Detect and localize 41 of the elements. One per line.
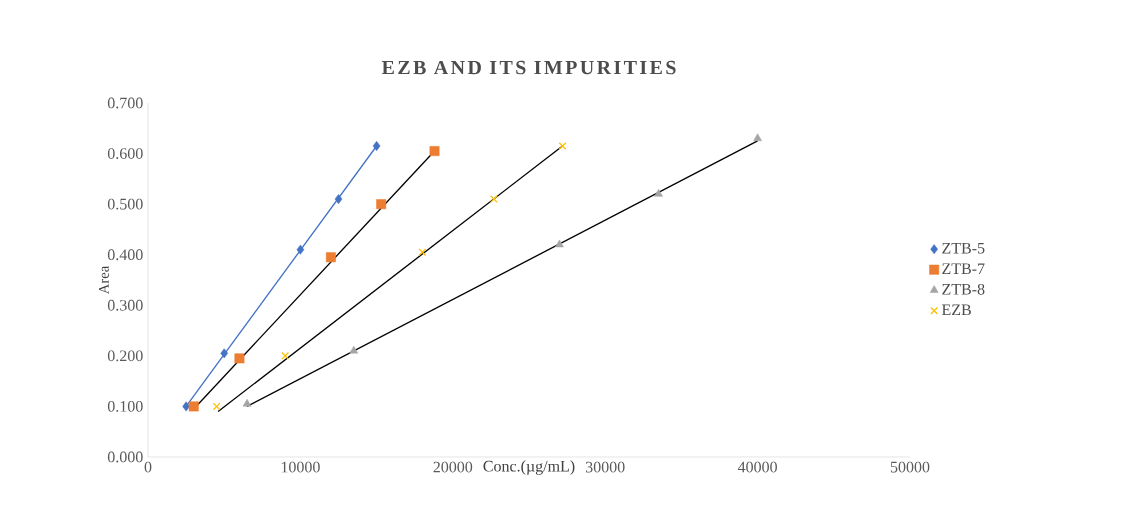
x-tick-label: 50000 — [890, 461, 930, 473]
x-tick-label: 0 — [144, 461, 152, 473]
legend-label: EZB — [941, 304, 971, 316]
point — [418, 248, 427, 257]
y-tick-label: 0.400 — [107, 249, 143, 261]
point — [753, 133, 762, 141]
point — [558, 142, 567, 150]
y-tick-label: 0.600 — [107, 148, 143, 160]
x-tick-label: 30000 — [585, 461, 625, 473]
point — [242, 398, 252, 407]
x-tick-label: 40000 — [737, 461, 777, 473]
y-axis-title: Area — [98, 265, 109, 295]
point — [349, 345, 359, 354]
legend-label: ZTB-5 — [942, 242, 985, 254]
point — [654, 189, 663, 197]
point — [376, 199, 387, 210]
point — [555, 239, 564, 248]
point — [489, 195, 498, 204]
y-tick-label: 0.700 — [107, 97, 143, 109]
y-tick-label: 0.000 — [107, 451, 143, 463]
point — [188, 401, 199, 412]
legend-label: ZTB-7 — [942, 263, 985, 274]
y-tick-label: 0.200 — [107, 350, 143, 362]
point — [234, 353, 245, 364]
y-tick-label: 0.300 — [107, 299, 143, 311]
point — [296, 244, 305, 255]
x-tick-label: 10000 — [281, 461, 320, 473]
x-tick-label: 20000 — [433, 461, 473, 473]
point — [429, 146, 440, 156]
y-tick-label: 0.500 — [107, 198, 143, 210]
point — [212, 402, 221, 411]
point — [334, 194, 343, 205]
y-tick-label: 0.100 — [107, 400, 143, 412]
point — [325, 252, 336, 263]
point — [220, 348, 228, 359]
x-axis-title: Conc.(µg/mL) — [483, 460, 575, 475]
chart-title: EZB AND ITS IMPURITIES — [381, 60, 676, 75]
legend-label: ZTB-8 — [942, 283, 985, 295]
point — [182, 401, 190, 412]
point — [281, 351, 290, 360]
point — [372, 141, 381, 151]
